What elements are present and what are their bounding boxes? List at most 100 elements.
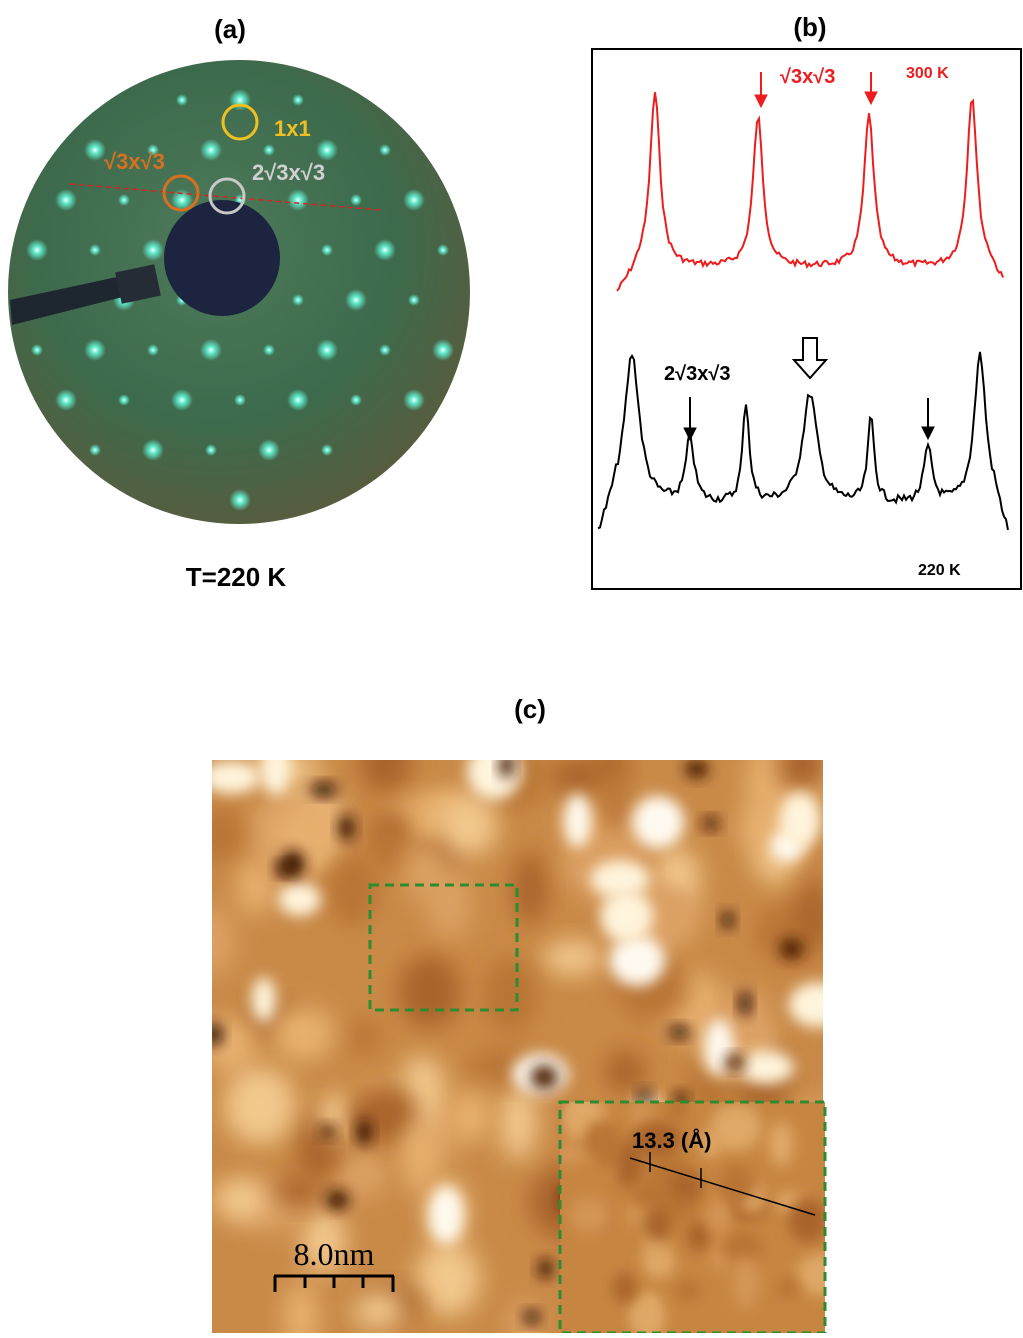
texture-blob <box>499 760 514 778</box>
texture-blob <box>768 1121 794 1167</box>
texture-blob <box>415 1242 481 1316</box>
texture-blob <box>564 793 591 848</box>
texture-blob <box>213 1178 268 1221</box>
spot <box>200 139 222 161</box>
texture-blob <box>310 782 337 797</box>
spot <box>142 239 164 261</box>
texture-blob <box>251 977 276 1023</box>
spot <box>234 394 246 406</box>
caption: T=220 K <box>186 562 287 592</box>
profile-line <box>69 183 381 211</box>
probe-arm <box>10 272 150 325</box>
spot <box>287 389 309 411</box>
texture-blob <box>212 806 245 863</box>
texture-blob <box>212 1024 223 1046</box>
spot <box>89 244 101 256</box>
texture-blob <box>686 1219 711 1253</box>
marker-circle <box>221 103 259 141</box>
spot <box>55 189 77 211</box>
spot <box>350 394 362 406</box>
texture-blob <box>513 851 549 925</box>
temperature: 220 K <box>918 562 961 579</box>
scale-bar <box>273 1274 395 1292</box>
texture-blob <box>537 1258 554 1279</box>
texture-blob <box>499 1084 537 1161</box>
texture-blob <box>739 1050 795 1085</box>
texture-blob <box>674 1279 701 1302</box>
texture-blob <box>530 1065 558 1090</box>
texture-blob <box>632 796 685 849</box>
texture-blob <box>327 1149 390 1199</box>
probe-holder <box>115 264 161 304</box>
annotation: √3x√3 <box>104 149 165 174</box>
spot <box>258 439 280 461</box>
texture-blob <box>609 935 666 987</box>
texture-blob <box>779 791 821 849</box>
texture-blob <box>788 1197 825 1243</box>
annotation: 2√3x√3 <box>252 160 325 185</box>
marker-circle <box>162 174 200 212</box>
texture-blob <box>338 814 355 842</box>
texture-blob <box>732 1257 760 1309</box>
stm-inset <box>560 1102 825 1333</box>
spot <box>263 144 275 156</box>
temperature: 300 K <box>906 65 949 82</box>
texture-blob <box>569 1197 612 1234</box>
profile-300k <box>616 92 1004 292</box>
texture-blob <box>523 1310 540 1325</box>
texture-blob <box>585 1123 609 1157</box>
spot <box>118 194 130 206</box>
texture-blob <box>278 882 321 916</box>
texture-blob <box>604 1050 647 1093</box>
texture-blob <box>796 877 823 947</box>
texture-blob <box>223 1066 296 1145</box>
texture-blob <box>541 940 604 976</box>
spot <box>89 444 101 456</box>
spot <box>292 94 304 106</box>
texture-blob <box>212 760 260 794</box>
texture-blob <box>346 1018 381 1055</box>
spot <box>118 394 130 406</box>
texture-blob <box>301 1208 347 1274</box>
spot <box>147 344 159 356</box>
spot <box>263 344 275 356</box>
spot <box>229 489 251 511</box>
texture-blob <box>404 1121 436 1197</box>
spot <box>26 239 48 261</box>
texture-blob <box>371 826 409 872</box>
texture-blob <box>466 760 522 800</box>
scale-bar-label: 8.0nm <box>294 1236 375 1272</box>
texture-blob <box>273 1175 322 1207</box>
spot <box>171 389 193 411</box>
spot <box>205 444 217 456</box>
texture-blob <box>507 1299 539 1333</box>
spot <box>408 294 420 306</box>
texture-blob <box>669 1025 690 1039</box>
spot <box>379 344 391 356</box>
spot <box>287 189 309 211</box>
texture-blob <box>631 1177 671 1209</box>
spot <box>350 194 362 206</box>
texture-blob <box>280 850 306 878</box>
inset-profile-line <box>629 1152 816 1216</box>
texture-blob <box>721 911 734 929</box>
spot <box>321 244 333 256</box>
texture-blob <box>352 1290 405 1330</box>
spot <box>374 239 396 261</box>
texture-blob <box>398 954 462 1029</box>
texture-blob <box>684 760 709 779</box>
texture-blob <box>356 1118 372 1147</box>
spot <box>321 444 333 456</box>
texture-blob <box>483 956 538 1034</box>
plot-frame <box>591 48 1022 590</box>
texture-blob <box>710 1103 762 1151</box>
texture-blob <box>548 760 610 795</box>
texture-blob <box>667 1174 702 1199</box>
spot <box>142 439 164 461</box>
texture-blob <box>236 859 275 915</box>
texture-blob <box>326 1189 349 1210</box>
texture-blob <box>721 1231 763 1263</box>
panel-label: (b) <box>793 12 826 42</box>
texture-blob <box>212 1016 256 1074</box>
arrows-300k <box>754 72 878 109</box>
